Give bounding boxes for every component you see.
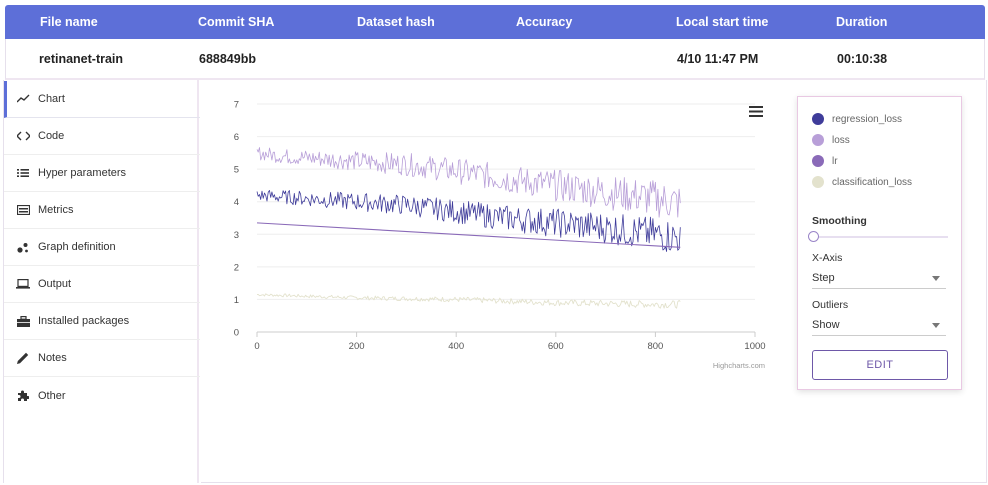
sidebar-item-other[interactable]: Other — [4, 377, 200, 414]
sidebar-item-installed-packages[interactable]: Installed packages — [4, 303, 200, 340]
chart-menu-icon[interactable] — [749, 106, 763, 117]
legend-item-regression-loss[interactable]: regression_loss — [812, 112, 902, 126]
table-row[interactable]: retinanet-train 688849bb 4/10 11:47 PM 0… — [5, 39, 985, 80]
cell-duration: 00:10:38 — [837, 52, 888, 66]
legend-item-lr[interactable]: lr — [812, 154, 838, 168]
sidebar-item-metrics[interactable]: Metrics — [4, 192, 200, 229]
outliers-select-value: Show — [812, 319, 840, 331]
sidebar-item-hyper-parameters[interactable]: Hyper parameters — [4, 155, 200, 192]
chart-line-icon — [16, 92, 30, 106]
header-accuracy[interactable]: Accuracy — [516, 15, 573, 29]
xaxis-select-value: Step — [812, 272, 835, 284]
x-tick-label: 200 — [349, 341, 365, 352]
sidebar-item-output[interactable]: Output — [4, 266, 200, 303]
chevron-down-icon — [932, 323, 940, 328]
header-commit-sha[interactable]: Commit SHA — [198, 15, 275, 29]
cell-commit-sha: 688849bb — [199, 52, 256, 66]
pencil-icon — [16, 351, 30, 365]
outliers-select[interactable]: Show — [812, 314, 946, 336]
legend-label: loss — [832, 134, 850, 146]
smoothing-slider[interactable] — [808, 231, 948, 243]
header-dataset-hash[interactable]: Dataset hash — [357, 15, 435, 29]
sidebar-item-label: Metrics — [38, 204, 74, 216]
chart-credit[interactable]: Highcharts.com — [713, 361, 765, 370]
y-tick-label: 7 — [234, 100, 239, 111]
header-local-start-time[interactable]: Local start time — [676, 15, 769, 29]
code-icon — [16, 129, 30, 143]
graph-icon — [16, 240, 30, 254]
legend-dot — [812, 134, 824, 146]
y-tick-label: 3 — [234, 230, 239, 241]
y-tick-label: 5 — [234, 165, 239, 176]
x-tick-label: 1000 — [744, 341, 765, 352]
sidebar-item-label: Graph definition — [38, 241, 116, 253]
briefcase-icon — [16, 314, 30, 328]
y-tick-label: 0 — [234, 328, 239, 339]
header-file-name[interactable]: File name — [40, 15, 98, 29]
legend-label: classification_loss — [832, 176, 913, 188]
legend-label: regression_loss — [832, 113, 903, 125]
sidebar: Chart Code Hyper parameters Metrics Grap… — [3, 80, 200, 483]
cell-file-name: retinanet-train — [39, 52, 124, 66]
y-tick-label: 6 — [234, 132, 239, 143]
x-tick-label: 400 — [448, 341, 464, 352]
y-tick-label: 4 — [234, 197, 239, 208]
sidebar-item-notes[interactable]: Notes — [4, 340, 200, 377]
chart-grid — [256, 103, 756, 337]
list-icon — [16, 166, 30, 180]
sidebar-item-label: Output — [38, 278, 72, 290]
smoothing-label: Smoothing — [812, 215, 867, 227]
series-line-regression-loss[interactable] — [256, 190, 681, 252]
sidebar-item-label: Code — [38, 130, 65, 142]
legend-dot — [812, 176, 824, 188]
chart-series-layer — [256, 147, 681, 309]
series-line-classification-loss[interactable] — [256, 293, 681, 309]
laptop-icon — [16, 277, 30, 291]
x-tick-label: 600 — [548, 341, 564, 352]
chevron-down-icon — [932, 276, 940, 281]
legend-item-loss[interactable]: loss — [812, 133, 850, 147]
scalar-chart[interactable]: 0 1 2 3 4 5 6 7 0 200 400 600 800 1000 Highcharts.com — [210, 90, 785, 380]
y-tick-label: 1 — [234, 295, 239, 306]
metrics-icon — [16, 203, 30, 217]
series-line-loss[interactable] — [256, 147, 681, 218]
sidebar-item-graph-definition[interactable]: Graph definition — [4, 229, 200, 266]
xaxis-label: X-Axis — [812, 252, 843, 264]
legend-label: lr — [832, 155, 838, 167]
legend-item-classification-loss[interactable]: classification_loss — [812, 175, 912, 189]
chart-axis-labels: 0 1 2 3 4 5 6 7 0 200 400 600 800 1000 — [234, 100, 766, 353]
series-line-lr[interactable] — [256, 222, 681, 248]
sidebar-item-label: Installed packages — [38, 315, 130, 327]
sidebar-item-label: Other — [38, 389, 66, 402]
sidebar-item-label: Chart — [38, 93, 65, 105]
edit-button[interactable]: EDIT — [812, 350, 948, 380]
cell-local-start-time: 4/10 11:47 PM — [677, 52, 759, 66]
x-tick-label: 800 — [647, 341, 663, 352]
smoothing-slider-handle[interactable] — [808, 231, 819, 242]
puzzle-icon — [16, 389, 30, 403]
x-tick-label: 0 — [254, 341, 259, 352]
sidebar-item-label: Notes — [38, 352, 67, 364]
smoothing-slider-track — [812, 236, 948, 238]
sidebar-item-code[interactable]: Code — [4, 118, 200, 155]
sidebar-item-label: Hyper parameters — [38, 167, 127, 179]
xaxis-select[interactable]: Step — [812, 267, 946, 289]
legend-dot — [812, 113, 824, 125]
legend-dot — [812, 155, 824, 167]
y-tick-label: 2 — [234, 262, 239, 273]
outliers-label: Outliers — [812, 299, 849, 311]
sidebar-item-chart[interactable]: Chart — [4, 81, 200, 118]
experiment-table-header: File name Commit SHA Dataset hash Accura… — [5, 5, 985, 39]
header-duration[interactable]: Duration — [836, 15, 888, 29]
